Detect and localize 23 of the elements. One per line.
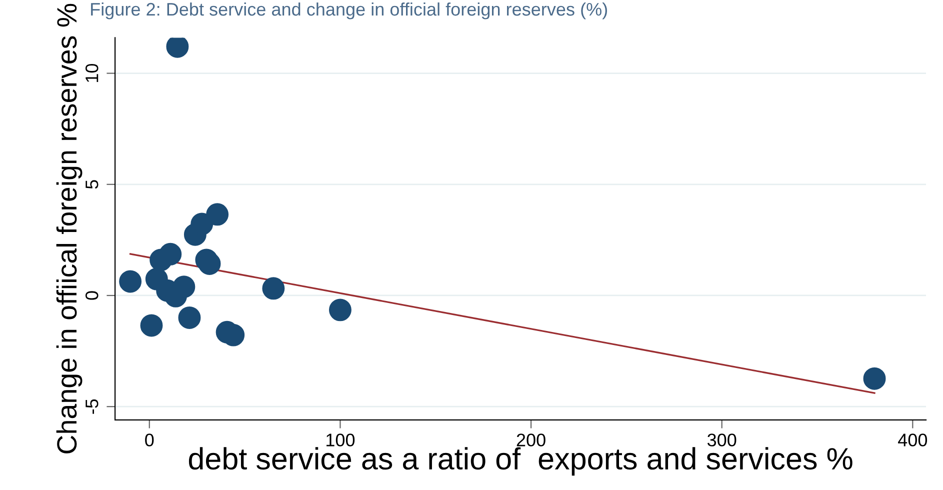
y-tick-label: 10 <box>85 64 98 82</box>
point <box>172 276 196 298</box>
y-tick-label: 5 <box>86 180 98 189</box>
point <box>178 306 201 329</box>
y-tick-label: 0 <box>85 291 98 300</box>
point <box>206 203 229 226</box>
point <box>328 298 352 322</box>
point <box>119 270 142 293</box>
x-tick-label: 400 <box>898 434 928 446</box>
x-tick-label: 100 <box>326 434 355 446</box>
chart-title: Figure 2: Debt service and change in official foreign reserves (%) <box>91 2 607 20</box>
y-tick-label: -5 <box>86 399 98 414</box>
point <box>863 367 886 390</box>
x-tick-label: 200 <box>516 434 546 446</box>
point <box>190 212 214 236</box>
x-tick-label: 0 <box>145 434 154 446</box>
point <box>166 38 189 58</box>
x-tick-label: 300 <box>707 434 736 446</box>
y-axis-title: Change in offiical foreign reserves % <box>56 4 82 454</box>
point <box>262 277 285 300</box>
point <box>140 314 163 337</box>
point <box>150 248 172 272</box>
x-axis-title: debt service as a ratio of exports and services % <box>188 447 852 476</box>
